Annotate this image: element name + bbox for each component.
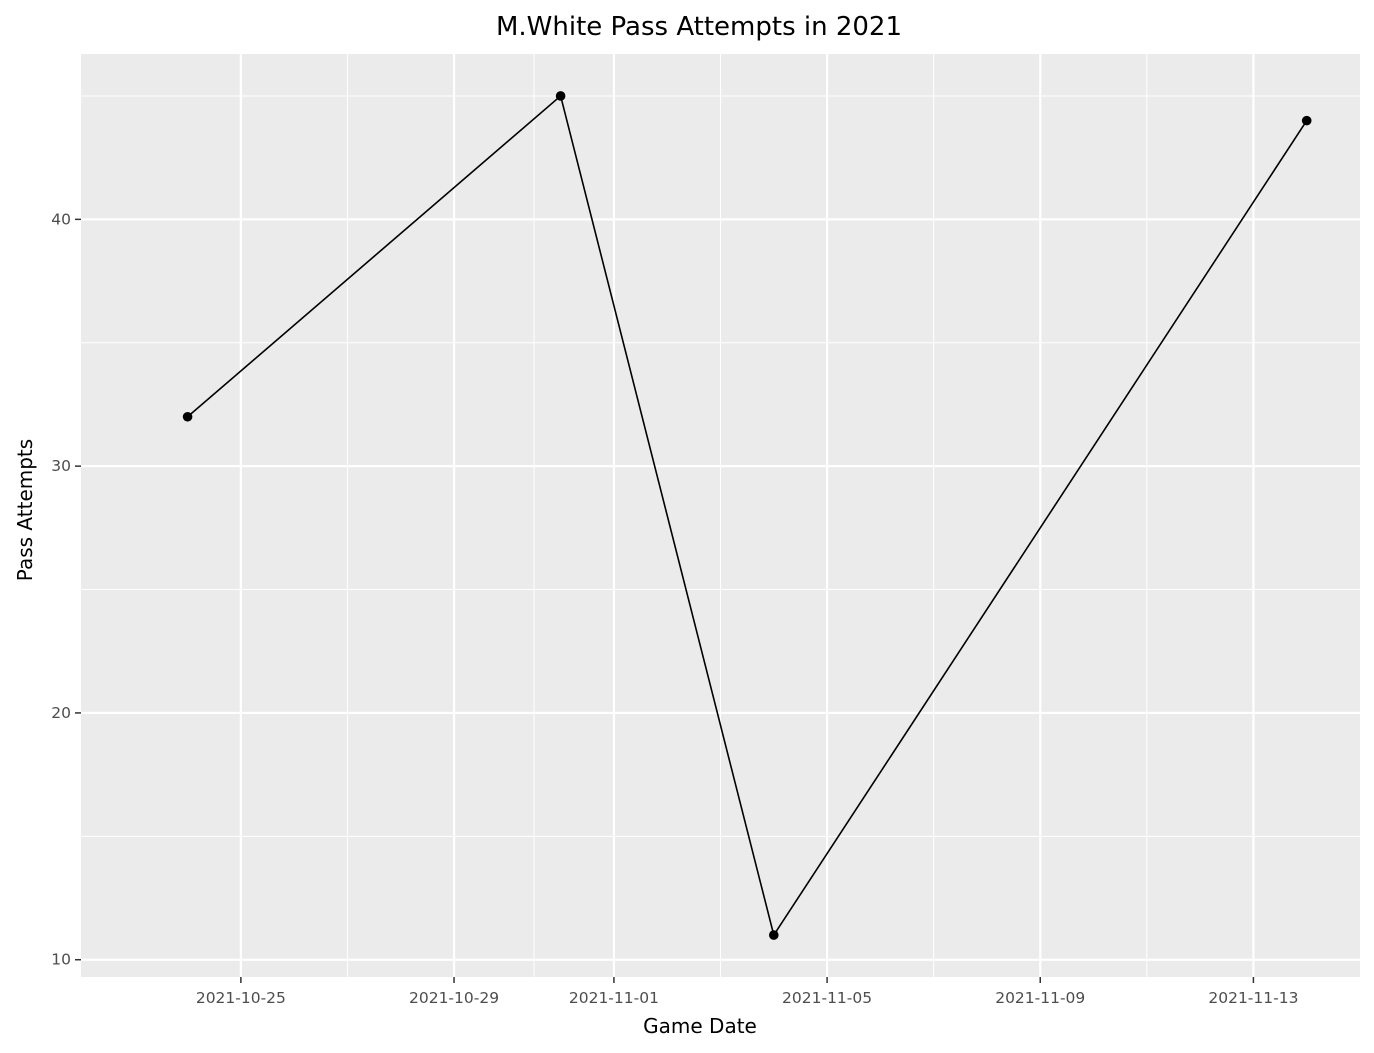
x-tick-label: 2021-11-09 <box>995 989 1085 1007</box>
data-point <box>555 91 566 101</box>
series-line <box>187 94 1308 938</box>
minor-gridlines <box>81 54 1360 977</box>
y-tick-label: 40 <box>51 210 71 228</box>
y-tick-label: 30 <box>51 457 71 475</box>
x-axis-ticks: 2021-10-25 2021-10-29 2021-11-01 2021-11-05… <box>196 977 1298 1007</box>
y-tick-label: 20 <box>51 704 71 722</box>
x-tick-label: 2021-10-25 <box>196 989 286 1007</box>
x-tick-label: 2021-11-13 <box>1208 989 1298 1007</box>
y-axis-ticks: 10 20 30 40 <box>51 210 81 969</box>
series-layer <box>182 91 1312 940</box>
data-point <box>182 411 193 422</box>
x-tick-label: 2021-10-29 <box>409 989 499 1007</box>
y-axis-title: Pass Attempts <box>13 439 37 581</box>
data-point <box>1301 115 1312 126</box>
major-gridlines <box>81 54 1360 977</box>
x-tick-label: 2021-11-01 <box>569 989 659 1007</box>
chart-title: M.White Pass Attempts in 2021 <box>496 12 902 42</box>
x-axis-title: Game Date <box>643 1014 757 1038</box>
y-tick-label: 10 <box>51 951 71 969</box>
x-tick-label: 2021-11-05 <box>782 989 872 1007</box>
data-point <box>768 930 779 940</box>
